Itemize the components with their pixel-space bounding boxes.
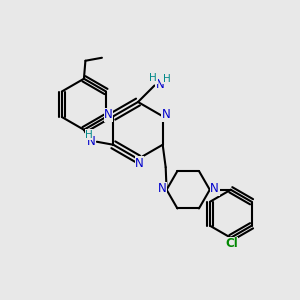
Text: H: H	[85, 130, 93, 140]
Text: Cl: Cl	[225, 237, 238, 250]
Text: N: N	[155, 78, 164, 92]
Text: N: N	[158, 182, 166, 195]
Text: H: H	[163, 74, 170, 84]
Text: N: N	[87, 135, 96, 148]
Text: N: N	[104, 108, 113, 121]
Text: N: N	[210, 182, 219, 195]
Text: N: N	[135, 157, 144, 170]
Text: H: H	[149, 73, 157, 83]
Text: N: N	[162, 108, 171, 121]
